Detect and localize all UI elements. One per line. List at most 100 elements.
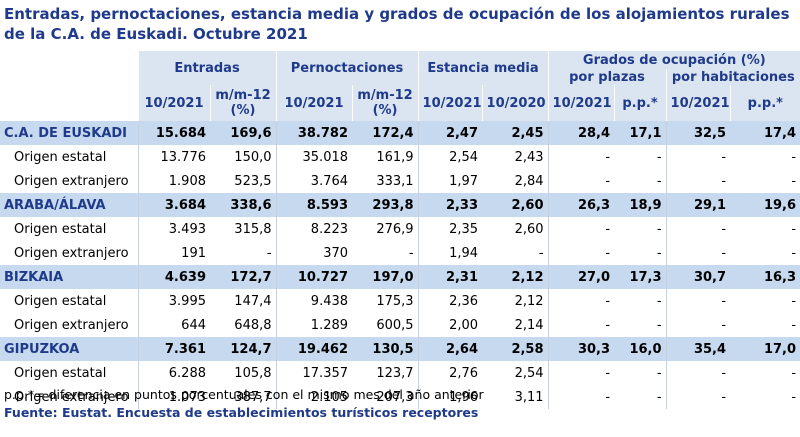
row-label: C.A. DE EUSKADI [0, 121, 138, 145]
cell-value: - [791, 365, 797, 381]
cell-value: - [791, 317, 797, 333]
row-label: Origen estatal [14, 221, 107, 237]
cell-value: 1,97 [417, 169, 483, 193]
cell-value: 30,7 [665, 265, 731, 289]
cell-value: 169,6 [210, 121, 277, 145]
cell-value: 2,31 [417, 265, 483, 289]
cell-value: 38.782 [275, 121, 353, 145]
cell-value: 523,5 [234, 173, 272, 189]
cell-value: - [665, 217, 731, 241]
cell-value: - [791, 389, 797, 405]
cell-value: 16,3 [730, 265, 800, 289]
cell-value: 29,1 [665, 193, 731, 217]
cell-value: 293,8 [352, 193, 419, 217]
cell-value: - [665, 241, 731, 265]
cell-value: 338,6 [210, 193, 277, 217]
data-table: Entradas Pernoctaciones Estancia media G… [0, 51, 800, 409]
header-col-hab-date: 10/2021 [665, 85, 731, 121]
cell-value: - [665, 169, 731, 193]
page-title: Entradas, pernoctaciones, estancia media… [4, 5, 790, 43]
cell-value: 370 [275, 241, 353, 265]
header-entradas: Entradas [137, 51, 277, 85]
cell-value: 10.727 [275, 265, 353, 289]
cell-value: 387,7 [234, 389, 272, 405]
cell-value: - [791, 245, 797, 261]
cell-value: 123,7 [376, 365, 414, 381]
region-row: ARABA/ÁLAVA 3.684 338,6 8.593 293,8 2,33 2,60 2… [0, 193, 800, 217]
cell-value: 197,0 [352, 265, 419, 289]
cell-value: 19.462 [275, 337, 353, 361]
cell-value: 2,14 [514, 317, 544, 333]
cell-value: - [266, 245, 272, 261]
cell-value: - [656, 317, 662, 333]
cell-value: 7.361 [137, 337, 210, 361]
cell-value: 2,54 [417, 145, 483, 169]
header-col-pern-date: 10/2021 [275, 85, 353, 121]
cell-value: 8.593 [275, 193, 353, 217]
row-label: Origen estatal [14, 293, 107, 309]
cell-value: - [665, 361, 731, 385]
row-label: Origen extranjero [14, 317, 129, 333]
cell-value: 2,35 [417, 217, 483, 241]
cell-value: 2,60 [514, 221, 544, 237]
header-col-hab-pp: p.p.* [729, 85, 800, 121]
cell-value: - [547, 241, 615, 265]
cell-value: - [656, 365, 662, 381]
cell-value: - [656, 245, 662, 261]
cell-value: 8.223 [275, 217, 353, 241]
cell-value: 4.639 [137, 265, 210, 289]
cell-value: - [408, 245, 414, 261]
cell-value: 2,60 [482, 193, 549, 217]
cell-value: 3.493 [137, 217, 210, 241]
cell-value: 147,4 [234, 293, 272, 309]
cell-value: - [547, 313, 615, 337]
region-row: C.A. DE EUSKADI 15.684 169,6 38.782 172,4 2,4… [0, 121, 800, 145]
table-row: Origen estatal 6.288 105,8 17.357 123,7 2,76 2… [0, 361, 800, 385]
header-row-1: Entradas Pernoctaciones Estancia media G… [0, 51, 800, 121]
header-col-estancia-2021: 10/2021 [417, 85, 483, 121]
cell-value: 2,54 [514, 365, 544, 381]
cell-value: - [665, 313, 731, 337]
cell-value: 17,0 [730, 337, 800, 361]
header-por-habitaciones: por habitaciones [665, 69, 800, 85]
cell-value: 172,7 [210, 265, 277, 289]
cell-value: - [791, 221, 797, 237]
cell-value: 2.105 [275, 385, 353, 409]
cell-value: 26,3 [547, 193, 615, 217]
cell-value: - [665, 385, 731, 409]
header-pernoctaciones: Pernoctaciones [275, 51, 419, 85]
cell-value: - [547, 385, 615, 409]
table-row: Origen estatal 3.995 147,4 9.438 175,3 2,36 2,… [0, 289, 800, 313]
row-label: BIZKAIA [0, 265, 138, 289]
row-label: Origen extranjero [14, 173, 129, 189]
cell-value: 1.073 [137, 385, 210, 409]
cell-value: 105,8 [234, 365, 272, 381]
cell-value: 28,4 [547, 121, 615, 145]
cell-value: 2,58 [482, 337, 549, 361]
cell-value: 35,4 [665, 337, 731, 361]
cell-value: 17.357 [275, 361, 353, 385]
cell-value: - [665, 145, 731, 169]
cell-value: 150,0 [234, 149, 272, 165]
cell-value: - [547, 217, 615, 241]
cell-value: 2,36 [417, 289, 483, 313]
cell-value: 2,33 [417, 193, 483, 217]
cell-value: 17,1 [614, 121, 667, 145]
cell-value: 172,4 [352, 121, 419, 145]
cell-value: 2,00 [417, 313, 483, 337]
cell-value: 2,84 [514, 173, 544, 189]
cell-value: 2,76 [417, 361, 483, 385]
cell-value: - [791, 293, 797, 309]
table-row: Origen estatal 3.493 315,8 8.223 276,9 2,35 2,… [0, 217, 800, 241]
cell-value: 315,8 [234, 221, 272, 237]
cell-value: 17,4 [730, 121, 800, 145]
cell-value: 17,3 [614, 265, 667, 289]
cell-value: 2,47 [417, 121, 483, 145]
header-col-pern-mm12: m/m-12 (%) [351, 85, 419, 121]
cell-value: 1,96 [417, 385, 483, 409]
cell-value: 6.288 [137, 361, 210, 385]
cell-value: 2,45 [482, 121, 549, 145]
row-label: Origen estatal [14, 365, 107, 381]
cell-value: 18,9 [614, 193, 667, 217]
header-col-plazas-pp: p.p.* [613, 85, 667, 121]
